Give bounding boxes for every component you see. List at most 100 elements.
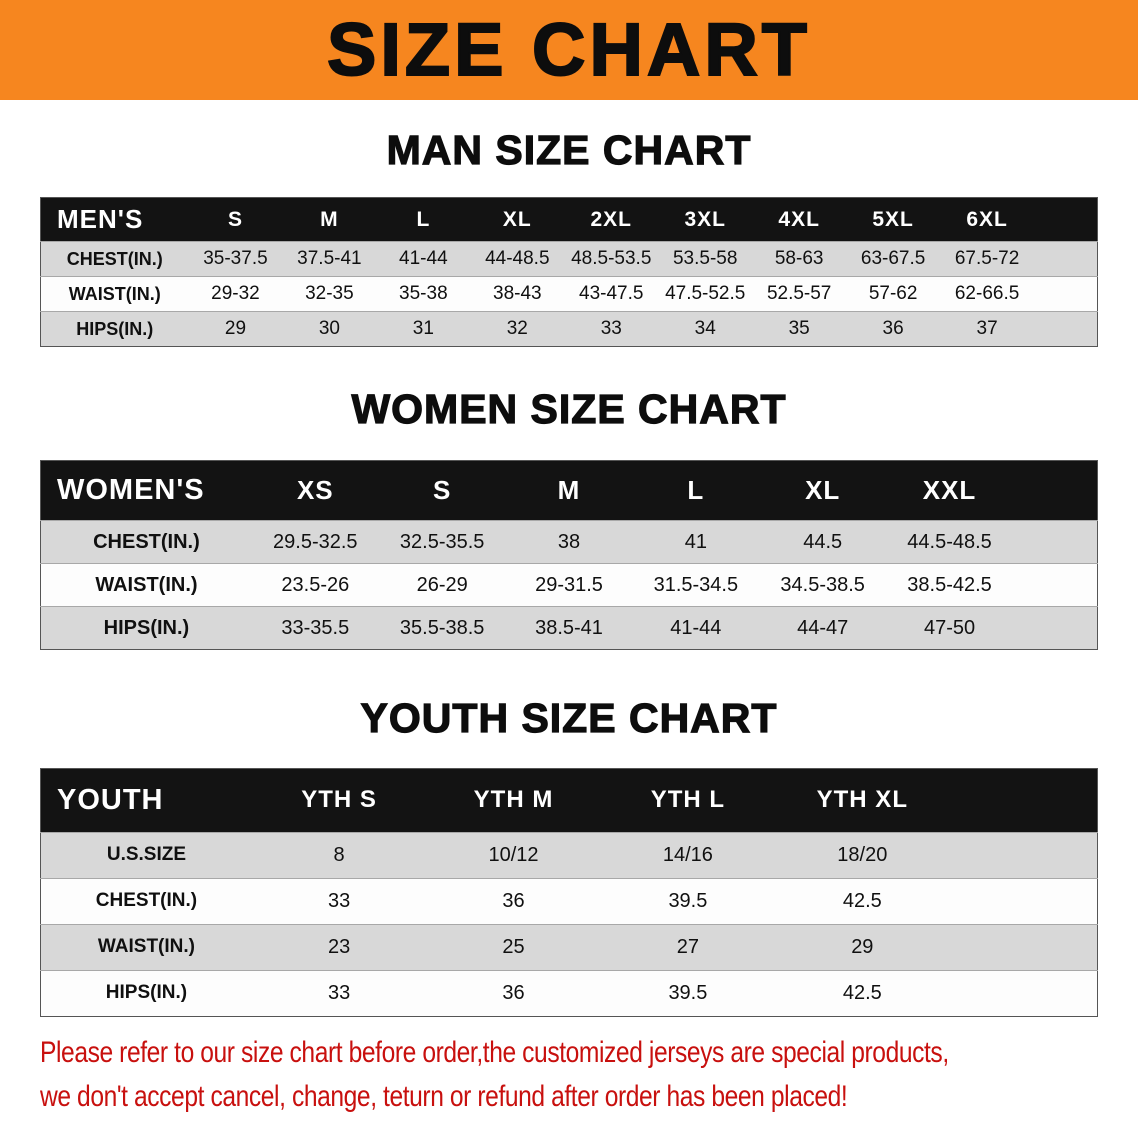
measurement-label: WAIST(IN.)	[40, 563, 252, 607]
size-value: 42.5	[775, 877, 950, 925]
size-column-header: L	[376, 197, 471, 242]
size-value: 10/12	[426, 831, 601, 879]
spacer-cell	[1012, 563, 1098, 607]
size-value: 53.5-58	[658, 241, 753, 277]
size-value: 44-47	[759, 606, 887, 650]
spacer-cell	[1012, 520, 1098, 564]
size-column-header: S	[188, 197, 283, 242]
size-value: 35-38	[376, 276, 471, 312]
youth-size-chart-heading: YOUTH SIZE CHART	[360, 695, 778, 742]
disclaimer: Please refer to our size chart before or…	[40, 1031, 1138, 1119]
size-value: 32-35	[282, 276, 377, 312]
size-value: 41	[632, 520, 760, 564]
spacer-cell	[1034, 276, 1098, 312]
women-size-chart-section: WOMEN SIZE CHART WOMEN'S XS S M L XL XXL CHEST(…	[0, 385, 1138, 651]
spacer-cell	[949, 831, 1098, 879]
size-column-header: 3XL	[658, 197, 753, 242]
size-value: 44-48.5	[470, 241, 565, 277]
spacer-cell	[1012, 606, 1098, 650]
size-value: 32	[470, 311, 565, 347]
size-chart-title: SIZE CHART	[326, 8, 811, 91]
size-column-header: 4XL	[752, 197, 847, 242]
measurement-row: CHEST(IN.) 35-37.5 37.5-41 41-44 44-48.5 48.5…	[40, 241, 1098, 277]
size-value: 67.5-72	[940, 241, 1035, 277]
measurement-label: CHEST(IN.)	[40, 877, 252, 925]
size-value: 34.5-38.5	[759, 563, 887, 607]
measurement-row: HIPS(IN.) 33 36 39.5 42.5	[40, 969, 1098, 1017]
measurement-row: HIPS(IN.) 33-35.5 35.5-38.5 38.5-41 41-44 44-…	[40, 606, 1098, 650]
measurement-label: U.S.SIZE	[40, 831, 252, 879]
header-row: WOMEN'S XS S M L XL XXL	[40, 460, 1098, 521]
women-size-chart-heading: WOMEN SIZE CHART	[351, 386, 787, 433]
women-size-table: WOMEN'S XS S M L XL XXL CHEST(IN.) 29.5-32.5 32.5…	[40, 460, 1098, 651]
size-value: 44.5-48.5	[886, 520, 1013, 564]
category-header: MEN'S	[40, 197, 189, 242]
size-value: 32.5-35.5	[378, 520, 506, 564]
measurement-row: CHEST(IN.) 33 36 39.5 42.5	[40, 877, 1098, 925]
category-header: WOMEN'S	[40, 460, 252, 521]
size-value: 52.5-57	[752, 276, 847, 312]
size-value: 23.5-26	[251, 563, 379, 607]
size-value: 26-29	[378, 563, 506, 607]
size-value: 62-66.5	[940, 276, 1035, 312]
size-value: 33	[251, 969, 427, 1017]
header-row: YOUTH YTH S YTH M YTH L YTH XL	[40, 768, 1098, 833]
size-value: 35.5-38.5	[378, 606, 506, 650]
size-value: 29	[188, 311, 283, 347]
spacer-cell	[1012, 460, 1098, 521]
size-value: 63-67.5	[846, 241, 941, 277]
size-value: 8	[251, 831, 427, 879]
spacer-cell	[949, 877, 1098, 925]
measurement-label: HIPS(IN.)	[40, 969, 252, 1017]
size-column-header: M	[282, 197, 377, 242]
size-column-header: M	[505, 460, 633, 521]
size-value: 23	[251, 923, 427, 971]
size-value: 41-44	[632, 606, 760, 650]
size-column-header: 6XL	[940, 197, 1035, 242]
size-value: 29-32	[188, 276, 283, 312]
measurement-row: U.S.SIZE 8 10/12 14/16 18/20	[40, 831, 1098, 879]
spacer-cell	[1034, 311, 1098, 347]
spacer-cell	[949, 768, 1098, 833]
header-row: MEN'S S M L XL 2XL 3XL 4XL 5XL 6XL	[40, 197, 1098, 242]
measurement-label: HIPS(IN.)	[40, 606, 252, 650]
spacer-cell	[949, 969, 1098, 1017]
size-value: 14/16	[600, 831, 776, 879]
measurement-label: WAIST(IN.)	[40, 276, 189, 312]
size-value: 38.5-41	[505, 606, 633, 650]
man-size-chart-section: MAN SIZE CHART MEN'S S M L XL 2XL 3XL 4XL 5XL 6XL…	[0, 126, 1138, 348]
measurement-row: WAIST(IN.) 23 25 27 29	[40, 923, 1098, 971]
spacer-cell	[949, 923, 1098, 971]
size-column-header: 5XL	[846, 197, 941, 242]
size-column-header: YTH XL	[775, 768, 950, 833]
size-column-header: XXL	[886, 460, 1013, 521]
size-value: 47-50	[886, 606, 1013, 650]
size-value: 34	[658, 311, 753, 347]
measurement-label: CHEST(IN.)	[40, 241, 189, 277]
size-value: 30	[282, 311, 377, 347]
measurement-label: CHEST(IN.)	[40, 520, 252, 564]
size-value: 18/20	[775, 831, 950, 879]
measurement-row: WAIST(IN.) 23.5-26 26-29 29-31.5 31.5-34.5 34…	[40, 563, 1098, 607]
size-value: 44.5	[759, 520, 887, 564]
size-column-header: YTH L	[600, 768, 776, 833]
measurement-label: HIPS(IN.)	[40, 311, 189, 347]
disclaimer-line: Please refer to our size chart before or…	[40, 1035, 949, 1069]
size-value: 36	[426, 969, 601, 1017]
size-value: 48.5-53.5	[564, 241, 659, 277]
measurement-row: HIPS(IN.) 29 30 31 32 33 34 35 36 37	[40, 311, 1098, 347]
size-column-header: L	[632, 460, 760, 521]
size-value: 33	[564, 311, 659, 347]
measurement-row: WAIST(IN.) 29-32 32-35 35-38 38-43 43-47.5 47.…	[40, 276, 1098, 312]
size-value: 37.5-41	[282, 241, 377, 277]
size-column-header: XL	[759, 460, 887, 521]
size-column-header: S	[378, 460, 506, 521]
size-value: 31	[376, 311, 471, 347]
size-value: 27	[600, 923, 776, 971]
size-value: 42.5	[775, 969, 950, 1017]
size-value: 36	[426, 877, 601, 925]
spacer-cell	[1034, 241, 1098, 277]
man-size-table: MEN'S S M L XL 2XL 3XL 4XL 5XL 6XL CHEST(IN.) 35-37…	[40, 197, 1098, 348]
man-size-chart-heading: MAN SIZE CHART	[386, 126, 752, 173]
